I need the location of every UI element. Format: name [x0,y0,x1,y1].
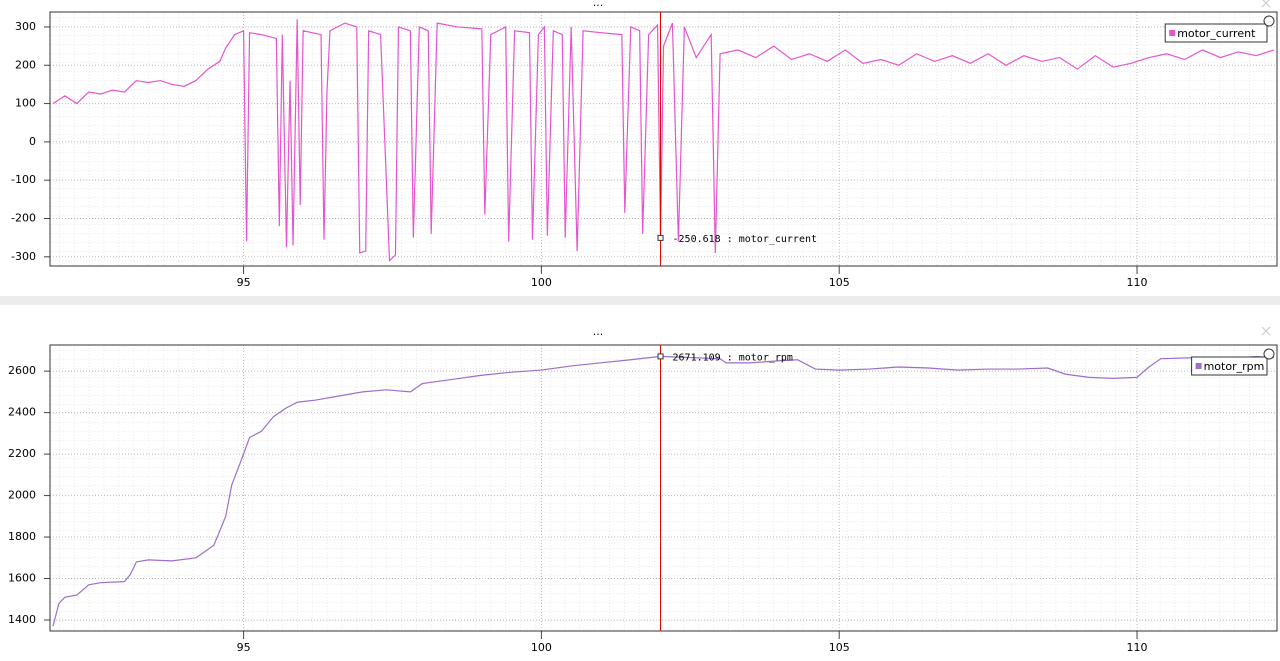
cursor-label: 2671.109 : motor_rpm [673,352,793,363]
x-tick-label: 105 [829,641,850,654]
legend-label: motor_current [1177,27,1256,40]
legend: motor_rpm [1191,356,1268,376]
x-axis-area [50,266,1277,295]
legend-label: motor_rpm [1204,360,1265,373]
x-tick-label: 110 [1127,276,1148,289]
cursor-label: -250.618 : motor_current [673,234,818,245]
panel-separator [0,296,1280,305]
legend-handle [1263,15,1275,27]
x-tick-label: 95 [237,276,251,289]
x-tick-label: 100 [531,641,552,654]
cursor-point [657,234,664,241]
data-line [52,355,1275,627]
plot-frame [49,344,1278,632]
legend-swatch [1169,30,1176,36]
y-tick-label: 1400 [8,613,36,626]
minor-grid [50,345,1277,631]
legend-swatch [1195,363,1202,369]
y-tick-label: 1800 [8,530,36,543]
y-tick-label: 200 [15,58,36,71]
y-tick-label: 100 [15,97,36,110]
x-tick-label: 110 [1127,641,1148,654]
x-axis-area [50,631,1277,661]
close-icon [1261,326,1271,336]
y-tick-label: 2200 [8,447,36,460]
y-tick-label: -300 [11,250,36,263]
y-tick-label: 1600 [8,572,36,585]
legend-box [1164,23,1268,43]
y-tick-label: -100 [11,173,36,186]
legend: motor_current [1164,23,1268,43]
legend-box [1191,356,1268,376]
y-tick-label: 2400 [8,406,36,419]
y-tick-label: 2000 [8,489,36,502]
chart-title: ... [593,0,604,9]
data-line [52,19,1275,263]
plot-frame [49,11,1278,267]
chart-title: ... [593,325,604,338]
close-icon [1261,0,1271,8]
y-tick-label: -200 [11,211,36,224]
legend-handle [1263,348,1275,360]
x-tick-label: 95 [237,641,251,654]
cursor-point [657,353,664,360]
x-tick-label: 100 [531,276,552,289]
y-tick-label: 300 [15,20,36,33]
y-tick-label: 2600 [8,364,36,377]
x-tick-label: 105 [829,276,850,289]
y-tick-label: 0 [29,135,36,148]
